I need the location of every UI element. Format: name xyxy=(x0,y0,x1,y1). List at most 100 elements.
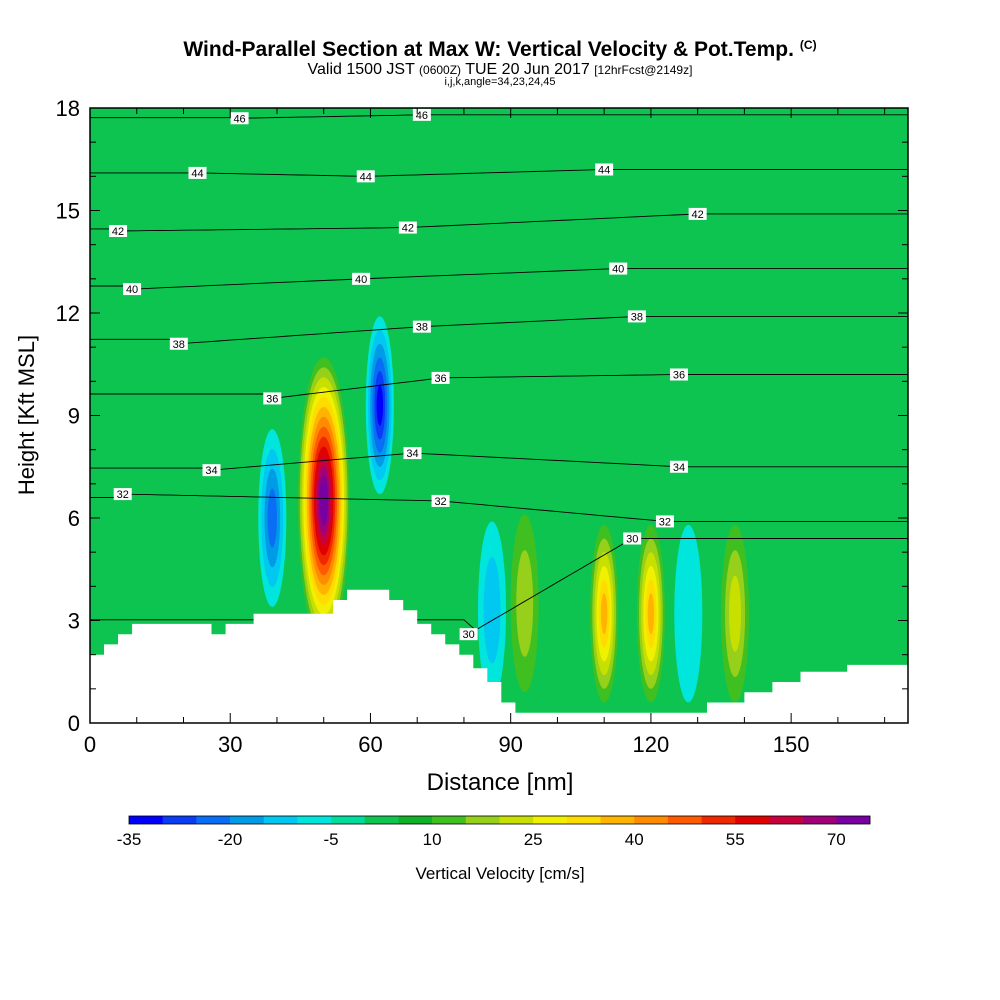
colorbar-swatch xyxy=(432,816,467,824)
colorbar-tick-label: -20 xyxy=(218,830,243,849)
contour-label: 44 xyxy=(595,163,614,177)
colorbar: -35 -20 -5 10 25 40 55 70 xyxy=(117,815,871,849)
colorbar-swatch xyxy=(701,816,736,824)
contour-label-bg xyxy=(688,207,707,220)
y-tick-label: 0 xyxy=(68,711,80,736)
y-tick-label: 3 xyxy=(68,609,80,634)
contour-label-bg xyxy=(113,488,132,501)
theta-contour xyxy=(90,538,908,631)
colorbar-swatch xyxy=(600,816,635,824)
contour-label-text: 34 xyxy=(406,448,418,460)
contour-label-bg xyxy=(169,337,188,350)
colorbar-swatch xyxy=(129,816,163,824)
contour-label-text: 34 xyxy=(205,465,217,477)
colorbar-swatch xyxy=(398,816,433,824)
theta-contour xyxy=(90,493,908,522)
contour-label: 30 xyxy=(459,628,478,641)
contour-label-text: 36 xyxy=(434,373,446,385)
colorbar-swatch xyxy=(802,816,837,824)
contour-labels: 46 46 44 44 44 42 42 42 40 40 40 38 38 38 36 36 36 34 34 34… xyxy=(109,108,707,641)
contour-label-text: 40 xyxy=(612,264,624,276)
x-axis: 0 30 60 90 120 150 xyxy=(84,108,886,757)
contour-label: 30 xyxy=(623,532,642,546)
colorbar-label: Vertical Velocity [cm/s] xyxy=(415,864,585,883)
contour-label-bg xyxy=(202,464,221,477)
contour-label-text: 32 xyxy=(117,489,129,501)
colorbar-tick-label: -5 xyxy=(324,830,339,849)
contour-label: 32 xyxy=(655,515,674,528)
x-tick-label: 120 xyxy=(633,732,670,757)
contour-label-text: 44 xyxy=(598,165,610,177)
terrain-fill xyxy=(90,589,908,723)
colorbar-swatch xyxy=(297,816,332,824)
contour-label: 42 xyxy=(398,221,417,235)
contour-label-bg xyxy=(431,494,450,507)
downdraft-band xyxy=(376,384,384,426)
x-tick-label: 0 xyxy=(84,732,96,757)
valid-date: TUE 20 Jun 2017 xyxy=(465,61,590,78)
colorbar-swatch xyxy=(364,816,399,824)
contour-label-bg xyxy=(595,163,614,176)
theta-contour xyxy=(90,452,908,471)
terrain-mask xyxy=(90,589,908,723)
contour-label-bg xyxy=(609,262,628,275)
valid-time-line: Valid 1500 JST (0600Z) TUE 20 Jun 2017 [… xyxy=(0,61,1000,79)
updraft-band xyxy=(647,593,655,635)
contour-label-bg xyxy=(352,272,371,285)
copyright-mark: (C) xyxy=(799,38,817,52)
theta-contour xyxy=(90,315,908,344)
contour-label-bg xyxy=(669,460,688,473)
downdraft-band xyxy=(674,524,703,703)
x-axis-label: Distance [nm] xyxy=(427,769,574,796)
colorbar-frame xyxy=(128,815,871,825)
contour-label-text: 34 xyxy=(673,462,685,474)
theta-contour xyxy=(90,114,908,119)
contour-label-text: 32 xyxy=(659,516,671,528)
theta-contours xyxy=(90,114,908,631)
x-tick-label: 90 xyxy=(498,732,522,757)
y-tick-label: 18 xyxy=(56,96,80,121)
y-tick-label: 6 xyxy=(68,506,80,531)
colorbar-swatch xyxy=(465,816,500,824)
contour-label-text: 36 xyxy=(673,370,685,382)
contour-label-text: 40 xyxy=(355,274,367,286)
theta-contour xyxy=(90,374,908,399)
contour-label-text: 42 xyxy=(402,223,414,235)
contour-label-bg xyxy=(123,283,142,296)
contour-label: 38 xyxy=(412,320,431,334)
contour-label-text: 40 xyxy=(126,284,138,296)
theta-contour xyxy=(90,169,908,177)
contour-label-bg xyxy=(431,371,450,384)
contour-label: 40 xyxy=(609,262,628,276)
contour-label-bg xyxy=(669,368,688,381)
colorbar-tick-label: -35 xyxy=(117,830,142,849)
contour-label: 32 xyxy=(113,488,132,501)
updraft-band xyxy=(729,575,742,652)
colorbar-swatch xyxy=(836,816,871,824)
contour-label-bg xyxy=(230,112,249,125)
contour-label: 46 xyxy=(412,108,431,122)
contour-label-bg xyxy=(623,532,642,545)
theta-contour xyxy=(90,213,908,232)
contour-label: 36 xyxy=(263,392,282,405)
contour-label: 44 xyxy=(356,170,375,183)
contour-label: 42 xyxy=(688,207,707,221)
contour-label-text: 44 xyxy=(360,171,372,183)
colorbar-swatch xyxy=(634,816,669,824)
contour-label-bg xyxy=(263,392,282,405)
colorbar-swatch xyxy=(499,816,534,824)
colorbar-swatch xyxy=(230,816,265,824)
contour-label-bg xyxy=(109,225,128,237)
contour-label: 38 xyxy=(627,310,646,323)
contour-label: 36 xyxy=(431,371,450,385)
contour-label-text: 42 xyxy=(112,226,124,238)
contour-label: 40 xyxy=(123,283,142,296)
colorbar-swatch xyxy=(533,816,568,824)
velocity-field xyxy=(90,108,908,723)
contour-label-text: 32 xyxy=(434,496,446,508)
y-tick-label: 15 xyxy=(56,199,80,224)
colorbar-swatch xyxy=(263,816,298,824)
contour-label-text: 38 xyxy=(631,311,643,323)
contour-label-bg xyxy=(398,221,417,234)
colorbar-swatch xyxy=(162,816,197,824)
